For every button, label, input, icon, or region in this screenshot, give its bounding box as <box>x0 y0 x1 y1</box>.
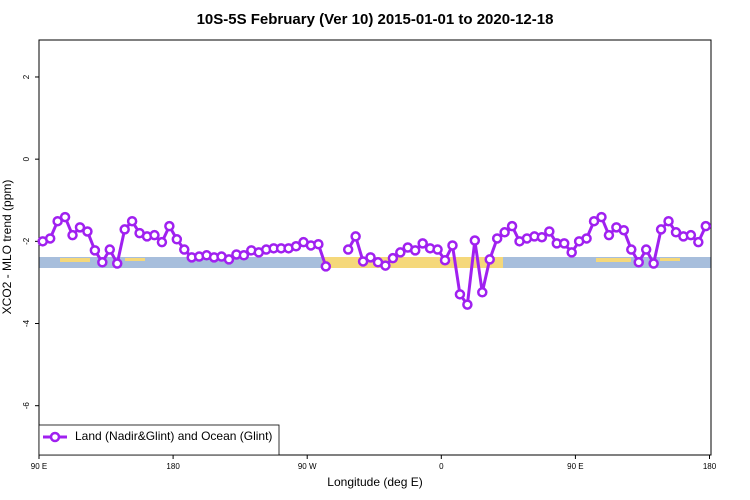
data-point <box>618 224 630 236</box>
y-tick-label: -2 <box>22 237 31 245</box>
data-point <box>544 226 555 237</box>
data-point <box>387 252 399 264</box>
data-point <box>409 245 421 256</box>
data-point <box>82 226 93 237</box>
data-point <box>477 287 488 298</box>
data-point <box>685 229 697 241</box>
data-point <box>342 244 354 255</box>
map-land <box>322 257 503 268</box>
data-point <box>655 224 667 235</box>
data-point <box>350 231 361 242</box>
data-point <box>223 254 235 265</box>
data-point <box>67 229 78 241</box>
data-point <box>484 254 495 265</box>
x-tick-label: 90 W <box>298 462 317 471</box>
legend-box <box>38 424 280 456</box>
y-tick-label: 2 <box>22 74 31 79</box>
data-point <box>693 236 704 248</box>
data-point <box>626 244 637 255</box>
data-point <box>357 256 369 267</box>
data-point <box>499 227 510 238</box>
x-tick-label: 90 E <box>567 462 583 471</box>
x-tick-label: 0 <box>439 462 444 471</box>
data-point <box>164 220 175 232</box>
x-tick-label: 180 <box>703 462 717 471</box>
y-tick-label: -4 <box>22 319 31 327</box>
data-point <box>603 229 615 241</box>
y-tick-label: 0 <box>22 156 31 161</box>
data-point <box>439 254 451 266</box>
data-point <box>663 215 674 227</box>
legend-label: Land (Nadir&Glint) and Ocean (Glint) <box>75 429 272 443</box>
data-point <box>670 227 682 238</box>
data-point <box>536 231 548 243</box>
data-point <box>238 250 250 261</box>
x-axis-label: Longitude (deg E) <box>327 475 422 489</box>
data-point <box>97 257 108 268</box>
data-point <box>179 244 190 255</box>
legend-marker <box>49 431 61 443</box>
data-point <box>506 220 518 232</box>
plot-frame <box>38 39 712 456</box>
data-point <box>395 247 406 258</box>
data-point <box>581 233 592 244</box>
y-tick-label: -6 <box>22 402 31 410</box>
data-point <box>44 233 56 244</box>
data-point <box>491 233 503 244</box>
map-land <box>125 258 145 261</box>
data-point <box>588 215 600 227</box>
data-point <box>52 215 63 227</box>
data-point <box>648 258 659 269</box>
data-point <box>149 229 160 241</box>
x-tick-label: 180 <box>166 462 180 471</box>
data-point <box>290 241 302 252</box>
data-point <box>59 211 71 223</box>
data-point <box>156 236 168 248</box>
chart-title: 10S-5S February (Ver 10) 2015-01-01 to 2… <box>197 11 554 28</box>
data-point <box>365 252 376 263</box>
data-point <box>462 299 473 310</box>
data-point <box>432 244 443 255</box>
y-axis-label: XCO2 - MLO trend (ppm) <box>0 180 14 315</box>
data-point <box>700 220 712 232</box>
map-land <box>596 258 631 262</box>
data-point <box>313 238 324 250</box>
map-land <box>60 258 90 262</box>
data-point <box>74 222 86 233</box>
data-point <box>320 261 332 272</box>
data-point <box>469 235 481 246</box>
map-land <box>660 258 680 261</box>
data-point <box>126 215 138 227</box>
data-point <box>640 244 652 255</box>
data-point <box>633 257 644 268</box>
data-point <box>171 234 183 245</box>
data-point <box>111 258 123 269</box>
data-point <box>417 238 428 249</box>
data-point <box>454 289 466 300</box>
x-tick-label: 90 E <box>31 462 47 471</box>
data-point <box>566 247 577 258</box>
data-point <box>596 211 607 223</box>
data-point <box>89 245 101 256</box>
data-point <box>447 240 458 251</box>
data-point <box>558 238 570 249</box>
data-point <box>380 260 391 271</box>
data-point <box>119 224 130 235</box>
data-point <box>104 244 116 255</box>
